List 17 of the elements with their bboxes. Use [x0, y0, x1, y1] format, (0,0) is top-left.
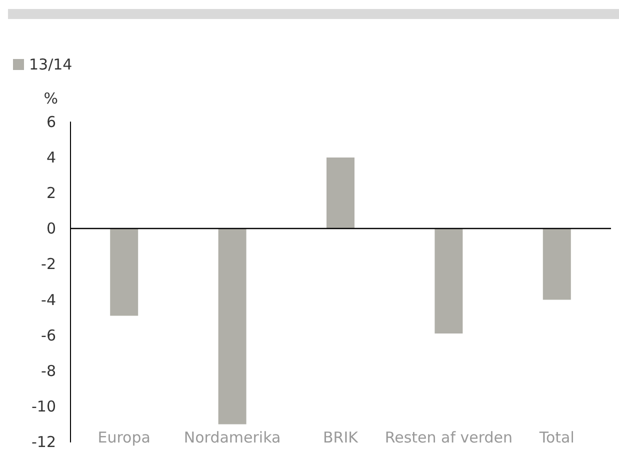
legend-label: 13/14 [29, 56, 72, 74]
y-tick-label: -4 [41, 290, 56, 309]
y-axis-title: % [44, 90, 58, 108]
y-tick-label: 6 [46, 113, 56, 131]
x-tick-label: Resten af verden [384, 428, 513, 446]
y-tick-label: 4 [46, 148, 56, 167]
y-tick-label: 0 [46, 220, 56, 238]
y-tick-label: -8 [41, 362, 56, 380]
x-tick-label: Nordamerika [184, 428, 281, 446]
y-tick-label: -6 [41, 326, 56, 344]
x-tick-label: Total [538, 428, 574, 446]
x-tick-label: Europa [98, 428, 150, 446]
y-tick-label: -12 [32, 433, 56, 451]
y-tick-label: -10 [32, 397, 56, 416]
y-tick-label: -2 [41, 255, 56, 274]
y-tick-label: 2 [46, 184, 56, 202]
x-tick-label: BRIK [323, 428, 360, 446]
